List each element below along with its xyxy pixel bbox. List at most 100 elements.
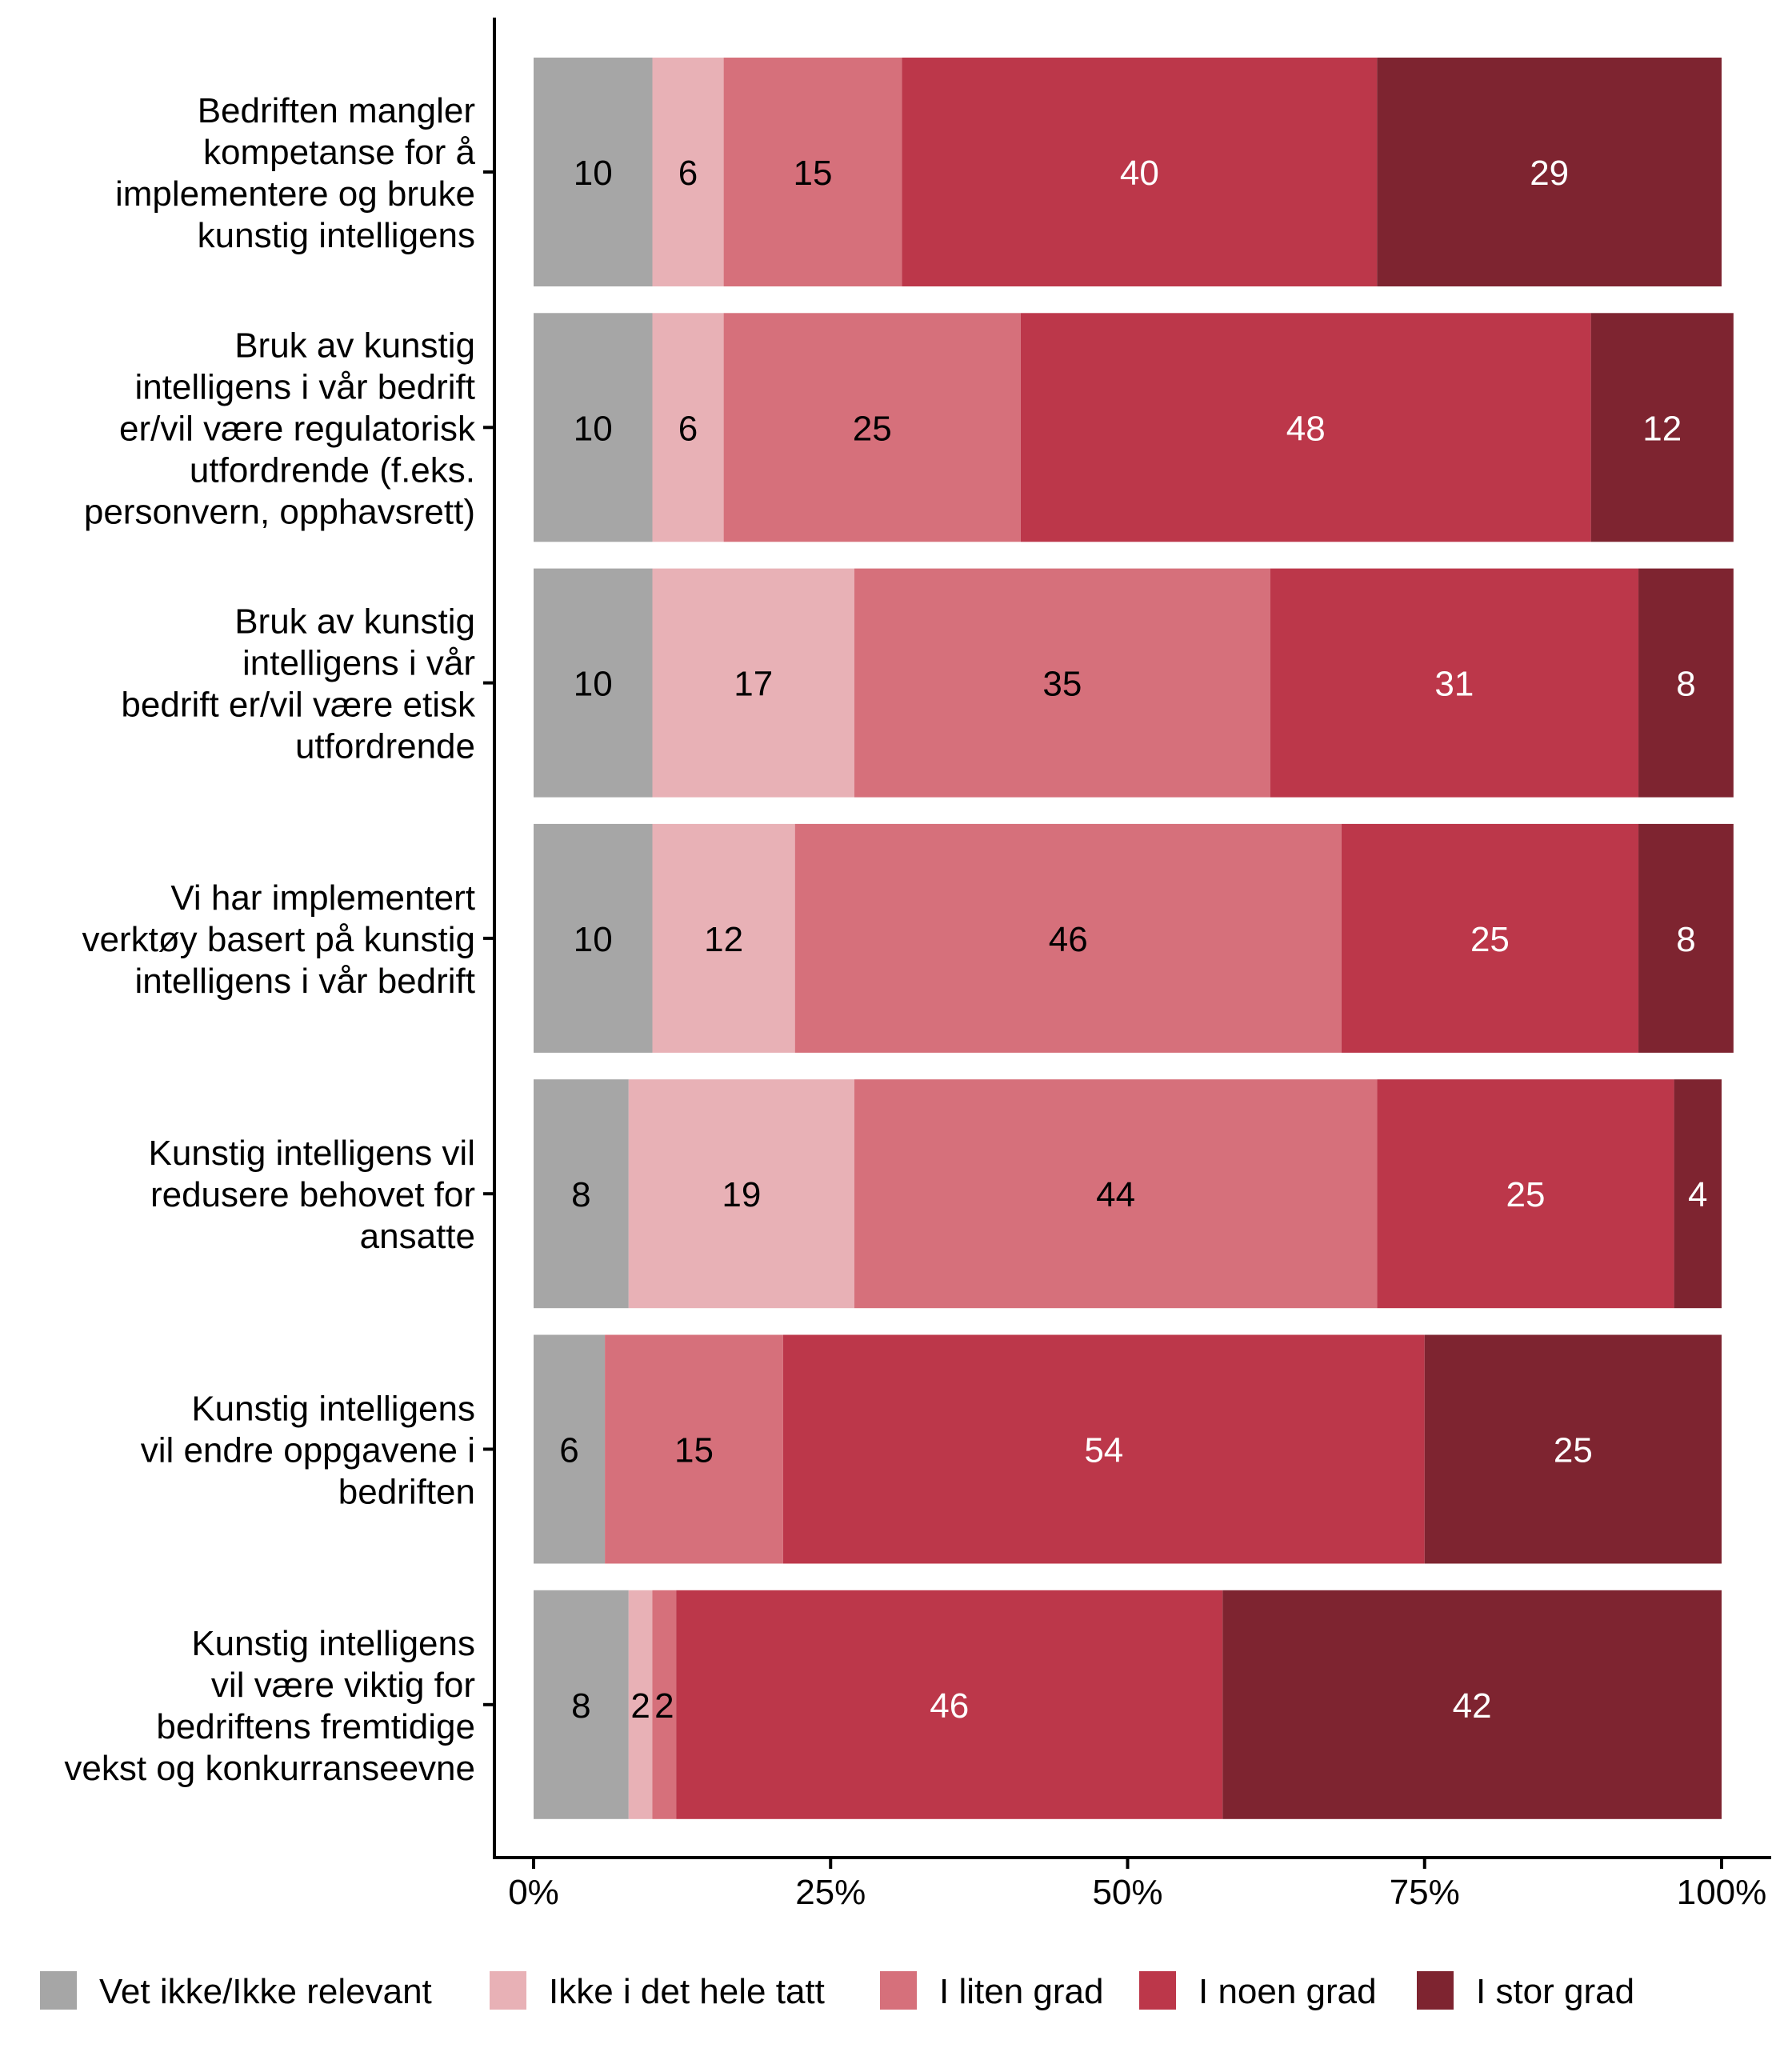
bar-segment	[1424, 1334, 1722, 1564]
category-label: Vi har implementert verktøy basert på kun…	[82, 878, 475, 1001]
data-label: 17	[734, 665, 773, 704]
data-label: 10	[574, 409, 613, 448]
legend-swatch	[1417, 1971, 1454, 2010]
bar-segment	[534, 823, 653, 1053]
bar-segment	[1020, 313, 1591, 542]
data-label: 8	[571, 1686, 590, 1726]
legend-swatch	[490, 1971, 526, 2010]
bar-segment	[1674, 1079, 1722, 1309]
data-label: 46	[1049, 920, 1088, 959]
bar-row: 6 15 54 25	[534, 1334, 1722, 1564]
legend-label: I noen grad	[1198, 1972, 1377, 2011]
data-label: 6	[678, 154, 698, 193]
bar-segment	[605, 1334, 783, 1564]
x-tick-label: 25%	[795, 1873, 866, 1912]
bar-row: 10 6 25 48 12	[534, 313, 1734, 542]
bar-segment	[628, 1079, 854, 1309]
bar-segment	[676, 1590, 1223, 1819]
data-label: 44	[1096, 1175, 1135, 1214]
bar-segment	[652, 58, 724, 286]
data-label: 8	[1676, 920, 1695, 959]
bar-segment	[1638, 823, 1734, 1053]
legend-item: I liten grad	[880, 1971, 1103, 2011]
bar-segment	[902, 58, 1378, 286]
bar-segment	[782, 1334, 1425, 1564]
data-label: 25	[853, 409, 892, 448]
x-axis-ticks: 0% 25% 50% 75% 100%	[508, 1858, 1766, 1912]
legend-item: I stor grad	[1417, 1971, 1634, 2011]
data-label: 31	[1434, 665, 1474, 704]
data-label: 40	[1120, 154, 1159, 193]
data-label: 25	[1506, 1175, 1545, 1214]
data-label: 54	[1084, 1431, 1123, 1470]
bar-segment	[534, 313, 653, 542]
bar-segment	[1377, 58, 1722, 286]
data-label: 15	[674, 1431, 714, 1470]
data-label: 42	[1453, 1686, 1492, 1726]
category-label: Kunstig intelligens vil redusere behovet …	[149, 1134, 475, 1256]
category-label: Kunstig intelligens vil være viktig for be…	[64, 1624, 475, 1788]
bar-row: 8 2 2 46 42	[534, 1590, 1722, 1819]
data-label: 19	[722, 1175, 761, 1214]
bar-row: 10 12 46 25 8	[534, 823, 1734, 1053]
bar-segment	[534, 568, 653, 798]
legend-swatch	[880, 1971, 917, 2010]
data-label: 35	[1042, 665, 1082, 704]
category-label: Kunstig intelligens vil endre oppgavene i…	[141, 1390, 475, 1512]
data-label: 10	[574, 920, 613, 959]
bar-row: 8 19 44 25 4	[534, 1079, 1722, 1309]
bar-segment	[1222, 1590, 1722, 1819]
data-label: 10	[574, 665, 613, 704]
x-tick-label: 50%	[1092, 1873, 1162, 1912]
data-label: 25	[1554, 1431, 1593, 1470]
data-label: 6	[559, 1431, 578, 1470]
legend: Vet ikke/Ikke relevant Ikke i det hele ta…	[40, 1971, 1634, 2011]
x-tick-label: 100%	[1677, 1873, 1767, 1912]
x-tick-label: 75%	[1390, 1873, 1460, 1912]
bar-segment	[723, 58, 902, 286]
legend-item: I noen grad	[1139, 1971, 1377, 2011]
legend-label: I liten grad	[939, 1972, 1103, 2011]
bar-segment	[628, 1590, 653, 1819]
bar-segment	[534, 58, 653, 286]
legend-label: I stor grad	[1476, 1972, 1634, 2011]
bar-segment	[652, 568, 854, 798]
bar-segment	[652, 1590, 677, 1819]
data-label: 4	[1688, 1175, 1707, 1214]
category-label: Bedriften mangler kompetanse for å impleme…	[115, 91, 476, 255]
data-label: 29	[1530, 154, 1569, 193]
data-label: 25	[1470, 920, 1510, 959]
data-label: 46	[930, 1686, 969, 1726]
legend-label: Ikke i det hele tatt	[549, 1972, 825, 2011]
bar-segment	[534, 1334, 606, 1564]
bar-segment	[1590, 313, 1734, 542]
legend-item: Vet ikke/Ikke relevant	[40, 1971, 432, 2011]
category-labels: Bedriften mangler kompetanse for å impleme…	[64, 91, 494, 1788]
bar-segment	[723, 313, 1021, 542]
data-label: 8	[1676, 665, 1695, 704]
bar-segment	[854, 568, 1270, 798]
category-label: Bruk av kunstig intelligens i vår bedrift…	[84, 326, 476, 531]
data-label: 2	[654, 1686, 674, 1726]
legend-item: Ikke i det hele tatt	[490, 1971, 825, 2011]
bar-segment	[854, 1079, 1378, 1309]
data-label: 10	[574, 154, 613, 193]
bar-segment	[534, 1079, 629, 1309]
data-label: 6	[678, 409, 698, 448]
bar-segment	[1638, 568, 1734, 798]
bar-segment	[1341, 823, 1639, 1053]
data-label: 2	[630, 1686, 650, 1726]
bar-segment	[1377, 1079, 1674, 1309]
legend-label: Vet ikke/Ikke relevant	[99, 1972, 432, 2011]
category-label: Bruk av kunstig intelligens i vår bedrift …	[121, 602, 476, 766]
legend-swatch	[1139, 1971, 1176, 2010]
bar-row: 10 17 35 31 8	[534, 568, 1734, 798]
bar-row: 10 6 15 40 29	[534, 58, 1722, 286]
x-tick-label: 0%	[508, 1873, 559, 1912]
legend-swatch	[40, 1971, 77, 2010]
data-label: 48	[1286, 409, 1326, 448]
bar-segment	[794, 823, 1342, 1053]
data-label: 15	[793, 154, 832, 193]
